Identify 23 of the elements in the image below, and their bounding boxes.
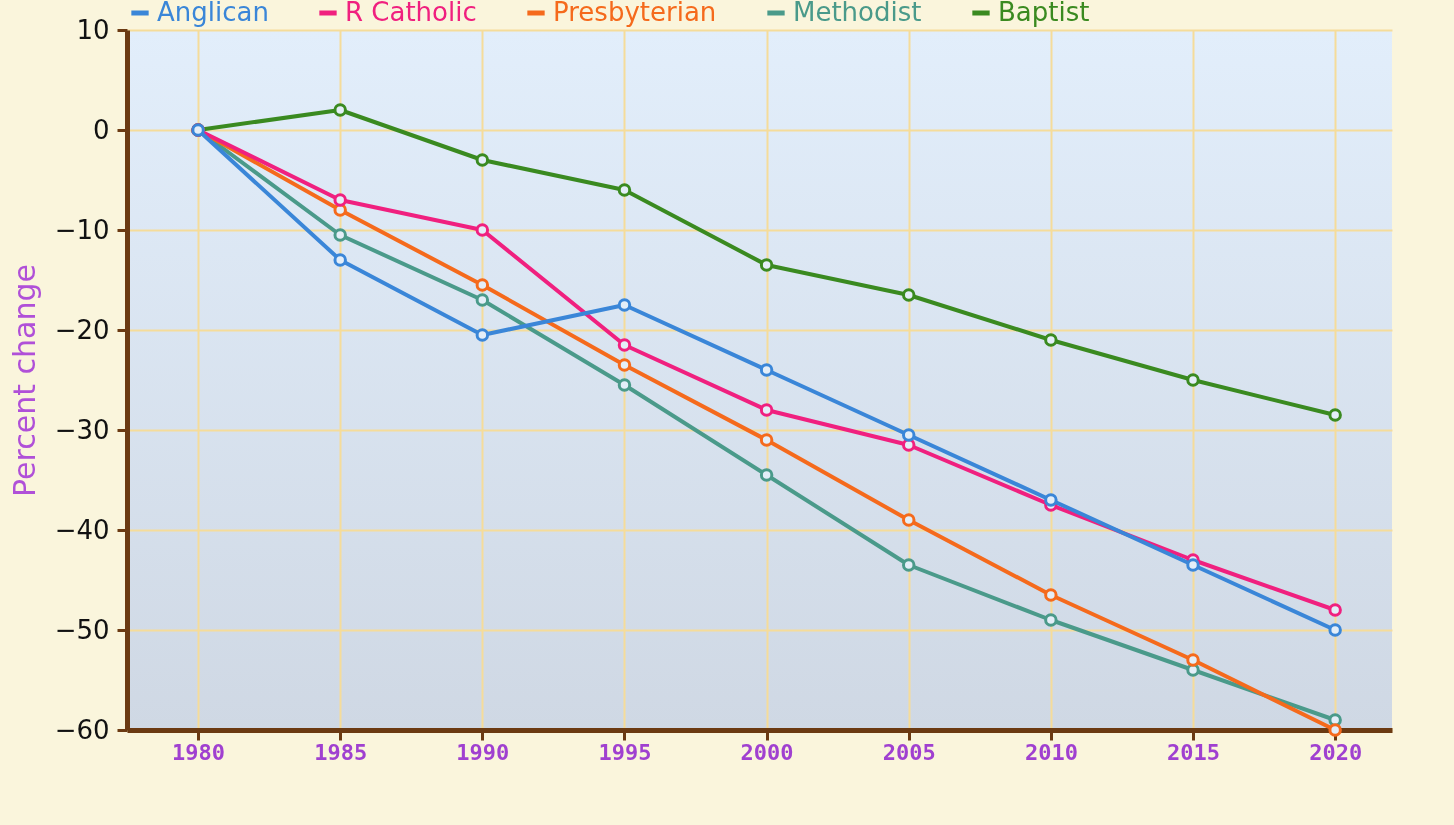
legend-label: Methodist bbox=[793, 0, 922, 27]
y-tick-label: −50 bbox=[54, 614, 110, 645]
y-tick-label: 10 bbox=[76, 14, 110, 45]
y-tick-label: −30 bbox=[54, 414, 110, 445]
x-tick-label: 2015 bbox=[1167, 739, 1220, 765]
y-tick-label: −10 bbox=[54, 214, 110, 245]
legend-label: R Catholic bbox=[345, 0, 477, 27]
x-tick-label: 2005 bbox=[882, 739, 936, 765]
y-tick-label: −40 bbox=[54, 514, 110, 545]
x-tick-label: 1980 bbox=[172, 739, 226, 765]
y-tick-label: −20 bbox=[54, 314, 110, 345]
y-tick-label: −60 bbox=[54, 714, 110, 745]
legend-label: Presbyterian bbox=[553, 0, 717, 27]
x-tick-label: 1995 bbox=[598, 739, 652, 765]
x-tick-label: 2010 bbox=[1024, 739, 1078, 765]
y-axis-title: Percent change bbox=[6, 264, 42, 497]
x-tick-label: 1985 bbox=[314, 739, 368, 765]
y-tick-label: 0 bbox=[92, 114, 110, 145]
x-tick-label: 2020 bbox=[1309, 739, 1363, 765]
x-tick-label: 1990 bbox=[456, 739, 510, 765]
legend-label: Baptist bbox=[998, 0, 1090, 27]
legend-label: Anglican bbox=[157, 0, 269, 27]
x-tick-label: 2000 bbox=[740, 739, 794, 765]
